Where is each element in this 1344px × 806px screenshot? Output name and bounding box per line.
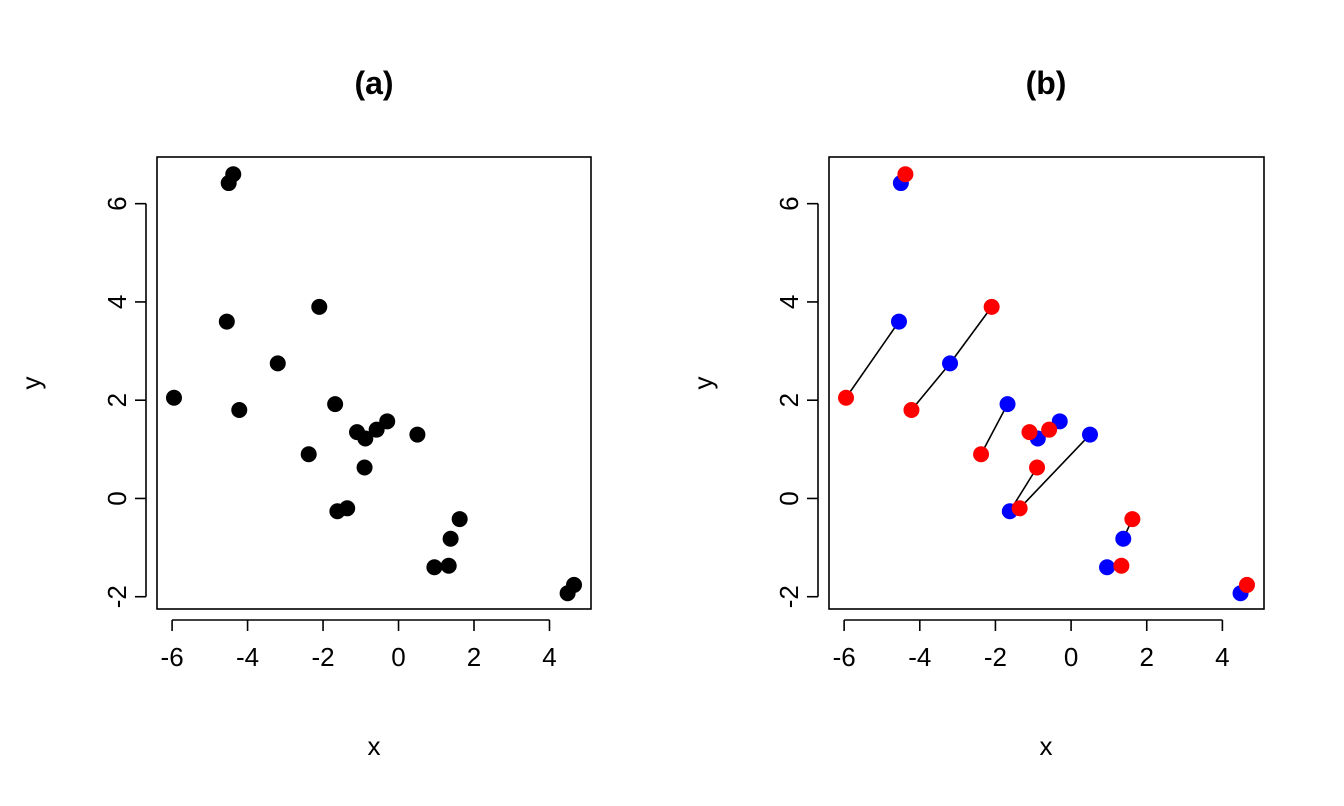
panel-b-x-axis: -6 -4 -2 0 2 4 bbox=[833, 619, 1230, 672]
red-data-point bbox=[1029, 459, 1046, 476]
data-point bbox=[440, 557, 457, 574]
x-tick-label: 4 bbox=[542, 642, 556, 672]
panel-b-x-label: x bbox=[1040, 731, 1053, 761]
panel-a-x-label: x bbox=[368, 731, 381, 761]
x-tick-label: -4 bbox=[908, 642, 931, 672]
y-tick-label: 2 bbox=[774, 393, 804, 407]
y-tick-label: 6 bbox=[102, 196, 132, 210]
data-point bbox=[566, 576, 583, 593]
panel-a-y-label: y bbox=[16, 377, 46, 390]
panel-a: (a) -6 -4 -2 0 2 4 -2 0 2 4 6 x y bbox=[16, 65, 592, 761]
x-tick-label: 4 bbox=[1215, 642, 1229, 672]
red-data-point bbox=[1238, 576, 1255, 593]
x-tick-label: -2 bbox=[311, 642, 334, 672]
data-point bbox=[451, 511, 468, 528]
x-tick-label: 0 bbox=[391, 642, 405, 672]
panel-b-points bbox=[838, 166, 1255, 602]
connector-segment bbox=[845, 321, 900, 399]
x-tick-label: 0 bbox=[1064, 642, 1078, 672]
data-point bbox=[327, 396, 344, 413]
data-point bbox=[225, 166, 242, 183]
data-point bbox=[426, 559, 443, 576]
data-point bbox=[231, 402, 248, 419]
panel-a-x-axis: -6 -4 -2 0 2 4 bbox=[161, 619, 557, 672]
panel-b-plot-frame bbox=[828, 156, 1265, 610]
red-data-point bbox=[1011, 500, 1028, 517]
blue-data-point bbox=[1082, 426, 1098, 443]
red-data-point bbox=[1113, 557, 1130, 574]
panel-b-y-axis: -2 0 2 4 6 bbox=[774, 196, 819, 608]
x-tick-label: 2 bbox=[467, 642, 481, 672]
data-point bbox=[409, 426, 426, 443]
panel-a-title: (a) bbox=[354, 65, 393, 101]
panel-a-plot-frame bbox=[156, 156, 592, 610]
x-tick-label: -6 bbox=[161, 642, 184, 672]
connector-segment bbox=[949, 306, 993, 364]
red-data-point bbox=[1021, 424, 1038, 441]
red-data-point bbox=[973, 446, 990, 463]
data-point bbox=[300, 446, 317, 463]
y-tick-label: 2 bbox=[102, 393, 132, 407]
data-point bbox=[339, 500, 356, 517]
blue-data-point bbox=[999, 396, 1016, 413]
red-data-point bbox=[897, 166, 914, 183]
panel-b-y-label: y bbox=[688, 377, 718, 390]
data-point bbox=[356, 459, 373, 476]
blue-data-point bbox=[890, 313, 907, 330]
data-point bbox=[165, 389, 182, 406]
x-tick-label: -4 bbox=[236, 642, 259, 672]
data-point bbox=[218, 313, 235, 330]
connector-segment bbox=[1019, 434, 1091, 509]
x-tick-label: -6 bbox=[833, 642, 856, 672]
data-point bbox=[442, 530, 459, 547]
y-tick-label: 4 bbox=[774, 295, 804, 309]
data-point bbox=[357, 430, 374, 447]
x-tick-label: -2 bbox=[984, 642, 1007, 672]
blue-data-point bbox=[1115, 530, 1132, 547]
panel-a-points bbox=[165, 166, 583, 602]
y-tick-label: -2 bbox=[774, 585, 804, 608]
panel-b: (b) -6 -4 -2 0 2 4 -2 0 2 4 6 x y bbox=[688, 65, 1265, 761]
blue-data-point bbox=[1099, 559, 1116, 576]
red-data-point bbox=[1041, 421, 1058, 438]
red-data-point bbox=[1124, 511, 1141, 528]
panel-b-segments bbox=[845, 173, 1248, 594]
y-tick-label: 0 bbox=[774, 491, 804, 505]
red-data-point bbox=[838, 389, 855, 406]
data-point bbox=[269, 355, 286, 372]
red-data-point bbox=[903, 402, 920, 419]
blue-data-point bbox=[942, 355, 959, 372]
panel-a-y-axis: -2 0 2 4 6 bbox=[102, 196, 147, 608]
y-tick-label: -2 bbox=[102, 585, 132, 608]
y-tick-label: 6 bbox=[774, 196, 804, 210]
data-point bbox=[379, 413, 396, 430]
x-tick-label: 2 bbox=[1140, 642, 1154, 672]
connector-segment bbox=[980, 403, 1009, 455]
y-tick-label: 4 bbox=[102, 295, 132, 309]
y-tick-label: 0 bbox=[102, 491, 132, 505]
connector-segment bbox=[910, 362, 951, 411]
red-data-point bbox=[983, 298, 1000, 315]
panel-b-title: (b) bbox=[1026, 65, 1067, 101]
data-point bbox=[311, 298, 328, 315]
